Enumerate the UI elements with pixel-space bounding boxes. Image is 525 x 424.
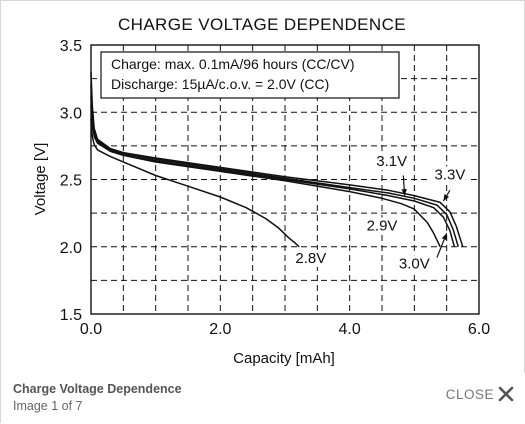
curve-label-bg: [291, 249, 330, 267]
curve-label-bg: [363, 217, 401, 235]
curve-label: 3.3V: [434, 167, 465, 184]
x-tick-label: 2.0: [209, 321, 231, 338]
annotation-line: Discharge: 15µA/c.o.v. = 2.0V (CC): [111, 76, 329, 92]
y-tick-label: 3.0: [60, 105, 82, 122]
series-line-3-3V: [90, 71, 464, 248]
chart-title: CHARGE VOLTAGE DEPENDENCE: [118, 15, 406, 34]
curve-label: 3.1V: [376, 153, 407, 170]
x-axis-label: Capacity [mAh]: [233, 350, 335, 367]
y-tick-label: 1.5: [60, 307, 82, 324]
voltage-chart: CHARGE VOLTAGE DEPENDENCE Voltage [V] Ca…: [32, 15, 490, 367]
x-tick-label: 6.0: [468, 321, 490, 338]
curve-label-bg: [372, 153, 411, 171]
curve-label: 2.9V: [367, 218, 398, 235]
series-line-2-8V: [90, 118, 300, 248]
x-tick-label: 4.0: [339, 321, 361, 338]
curve-label-bg: [430, 166, 469, 184]
close-x-icon: [498, 386, 514, 402]
image-counter: Image 1 of 7: [13, 399, 83, 413]
plot-frame: [90, 44, 480, 315]
annotation-box: [100, 51, 400, 99]
close-label: CLOSE: [445, 386, 494, 402]
label-arrow-head: [443, 194, 450, 202]
annotation-line: Charge: max. 0.1mA/96 hours (CC/CV): [111, 56, 355, 72]
label-arrow-head: [401, 189, 407, 196]
close-button[interactable]: CLOSE: [446, 386, 514, 402]
y-tick-label: 2.5: [60, 173, 82, 190]
y-tick-label: 3.5: [60, 38, 82, 55]
series-line-2-9V: [90, 105, 441, 248]
chart-image: CHARGE VOLTAGE DEPENDENCE Voltage [V] Ca…: [1, 1, 525, 373]
curve-label: 2.8V: [295, 250, 326, 267]
curve-label: 3.0V: [399, 255, 430, 272]
y-axis-label: Voltage [V]: [32, 143, 49, 216]
label-arrow-head: [441, 233, 447, 241]
x-tick-label: 0.0: [80, 321, 102, 338]
y-tick-label: 2.0: [60, 240, 82, 257]
curve-label-bg: [395, 255, 434, 273]
lightbox-footer: Charge Voltage Dependence Image 1 of 7 C…: [1, 373, 525, 424]
caption-title: Charge Voltage Dependence: [13, 382, 182, 396]
